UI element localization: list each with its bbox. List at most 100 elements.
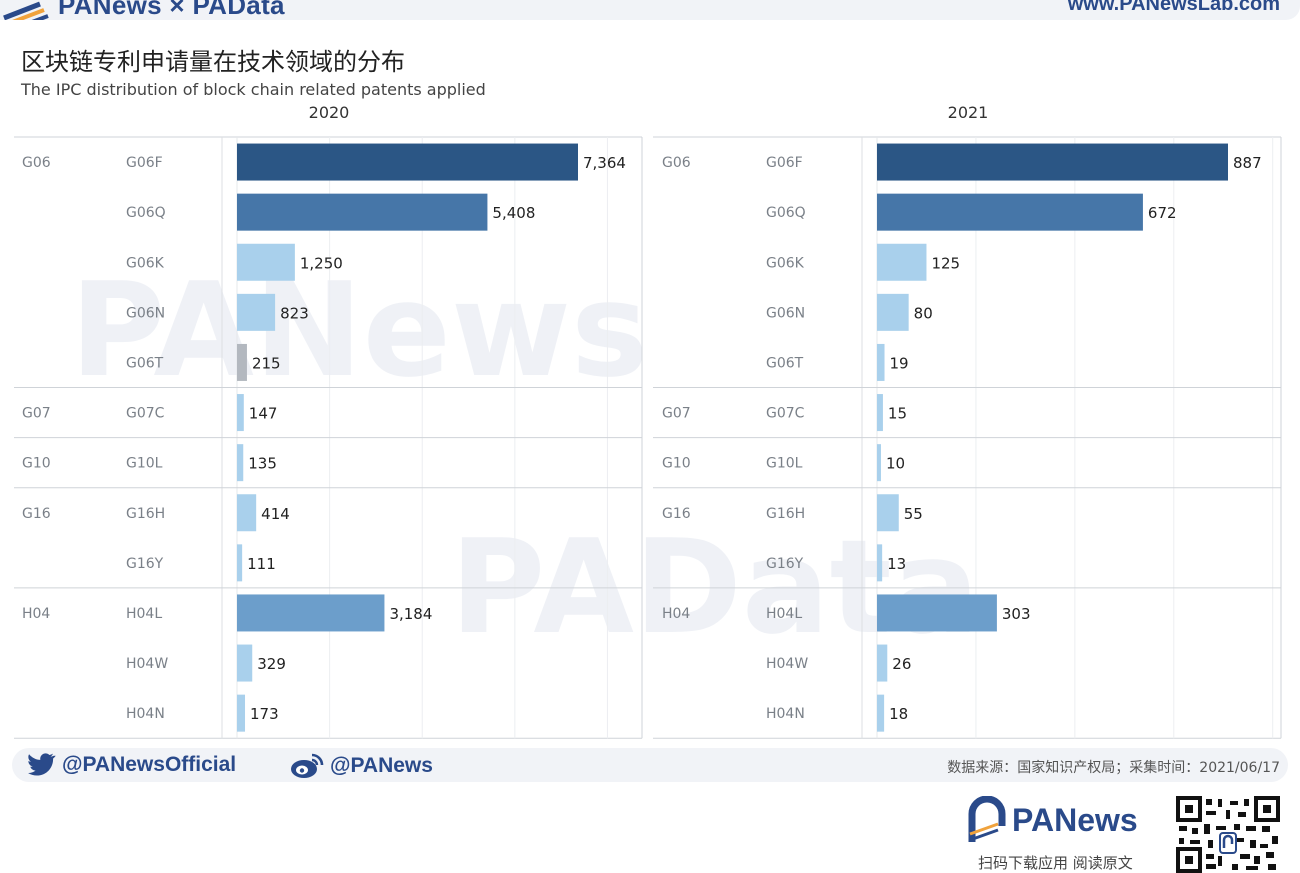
weibo-icon bbox=[291, 753, 324, 778]
category-label: H04W bbox=[126, 656, 168, 672]
category-label: G06N bbox=[126, 305, 165, 321]
panel-title-2021: 2021 bbox=[947, 103, 989, 122]
bar bbox=[237, 293, 276, 331]
footer-bar bbox=[12, 748, 1288, 782]
group-label: G06 bbox=[662, 155, 691, 171]
category-label: H04W bbox=[766, 656, 808, 672]
data-label: 329 bbox=[257, 655, 286, 673]
group-label: G06 bbox=[22, 155, 51, 171]
group-label: G07 bbox=[662, 406, 691, 422]
category-label: G16Y bbox=[766, 556, 804, 572]
data-label: 3,184 bbox=[389, 605, 432, 623]
bar bbox=[877, 143, 1228, 181]
twitter-handle-label: @PANewsOfficial bbox=[62, 753, 237, 776]
category-label: G06N bbox=[766, 305, 805, 321]
data-label: 303 bbox=[1002, 605, 1031, 623]
bar bbox=[877, 243, 927, 281]
data-label: 111 bbox=[247, 555, 276, 573]
bar bbox=[877, 644, 888, 682]
bar bbox=[237, 394, 244, 432]
bar bbox=[237, 544, 243, 582]
category-label: G06F bbox=[126, 155, 163, 171]
category-label: G10L bbox=[766, 456, 803, 472]
group-label: H04 bbox=[662, 606, 690, 622]
data-label: 823 bbox=[280, 304, 309, 322]
category-label: G06K bbox=[766, 255, 805, 271]
category-label: G07C bbox=[126, 406, 165, 422]
scan-instruction: 扫码下载应用 阅读原文 bbox=[978, 854, 1133, 872]
category-label: H04L bbox=[126, 606, 162, 622]
data-label: 5,408 bbox=[492, 204, 535, 222]
bar bbox=[237, 594, 385, 632]
data-label: 7,364 bbox=[583, 154, 626, 172]
group-label: G07 bbox=[22, 406, 51, 422]
data-label: 887 bbox=[1233, 154, 1262, 172]
group-label: H04 bbox=[22, 606, 50, 622]
header-brand: PANews × PAData bbox=[58, 0, 285, 20]
category-label: H04N bbox=[126, 706, 165, 722]
svg-text:PANews: PANews bbox=[70, 254, 648, 406]
data-label: 414 bbox=[261, 505, 290, 523]
data-label: 26 bbox=[892, 655, 911, 673]
category-label: G07C bbox=[766, 406, 805, 422]
chart-title: 区块链专利申请量在技术领域的分布 bbox=[21, 48, 405, 76]
group-label: G10 bbox=[22, 456, 51, 472]
category-label: H04N bbox=[766, 706, 805, 722]
category-label: H04L bbox=[766, 606, 802, 622]
bar bbox=[877, 394, 883, 432]
qr-code-icon[interactable] bbox=[1176, 796, 1280, 873]
category-label: G06F bbox=[766, 155, 803, 171]
data-label: 147 bbox=[249, 405, 278, 423]
weibo-handle-label: @PANews bbox=[330, 754, 433, 777]
data-label: 125 bbox=[931, 254, 960, 272]
group-label: G16 bbox=[662, 506, 691, 522]
bar bbox=[877, 343, 885, 381]
bar bbox=[877, 694, 885, 732]
category-label: G06T bbox=[126, 355, 164, 371]
data-label: 13 bbox=[887, 555, 906, 573]
chart-subtitle: The IPC distribution of block chain rela… bbox=[21, 80, 486, 99]
twitter-handle[interactable]: @PANewsOfficial bbox=[28, 753, 236, 777]
bottom-brand: PANews bbox=[968, 796, 1138, 844]
data-label: 55 bbox=[904, 505, 923, 523]
panews-corner-logo-icon bbox=[3, 1, 49, 20]
bar bbox=[877, 444, 881, 482]
bar bbox=[237, 343, 247, 381]
watermark: PANews PAData bbox=[70, 254, 979, 663]
top-banner: PANews × PAData www.PANewsLab.com bbox=[0, 0, 1300, 20]
group-label: G16 bbox=[22, 506, 51, 522]
category-label: G16H bbox=[126, 506, 165, 522]
data-label: 135 bbox=[248, 455, 277, 473]
data-label: 1,250 bbox=[300, 254, 343, 272]
header-site-link[interactable]: www.PANewsLab.com bbox=[1067, 0, 1280, 15]
bar bbox=[877, 494, 899, 532]
bar bbox=[877, 544, 883, 582]
category-label: G16H bbox=[766, 506, 805, 522]
data-label: 215 bbox=[252, 354, 281, 372]
data-label: 15 bbox=[888, 405, 907, 423]
bar bbox=[237, 444, 244, 482]
bar-chart: PANews PAData G06 G06F 7,364 G06Q 5,408 G06K 1… bbox=[14, 136, 1282, 739]
bar bbox=[237, 143, 578, 181]
svg-text:PAData: PAData bbox=[450, 511, 979, 663]
data-label: 19 bbox=[890, 354, 909, 372]
bar bbox=[237, 694, 246, 732]
bar bbox=[877, 594, 997, 632]
category-label: G06T bbox=[766, 355, 804, 371]
bar bbox=[877, 193, 1143, 231]
twitter-icon bbox=[28, 753, 56, 776]
category-label: G06K bbox=[126, 255, 165, 271]
bottom-brand-label: PANews bbox=[1012, 801, 1138, 838]
data-label: 672 bbox=[1148, 204, 1177, 222]
category-label: G16Y bbox=[126, 556, 164, 572]
category-label: G06Q bbox=[766, 205, 806, 221]
chart-panel-2020: G06 G06F 7,364 G06Q 5,408 G06K 1,250 G06N 823 G06… bbox=[14, 136, 643, 739]
data-label: 10 bbox=[886, 455, 905, 473]
panews-logo-icon bbox=[968, 796, 1006, 842]
bar bbox=[237, 644, 253, 682]
data-source: 数据来源：国家知识产权局；采集时间：2021/06/17 bbox=[947, 760, 1280, 776]
weibo-handle[interactable]: @PANews bbox=[290, 753, 433, 779]
bar bbox=[877, 293, 909, 331]
panel-title-2020: 2020 bbox=[308, 103, 350, 122]
data-label: 18 bbox=[889, 705, 908, 723]
